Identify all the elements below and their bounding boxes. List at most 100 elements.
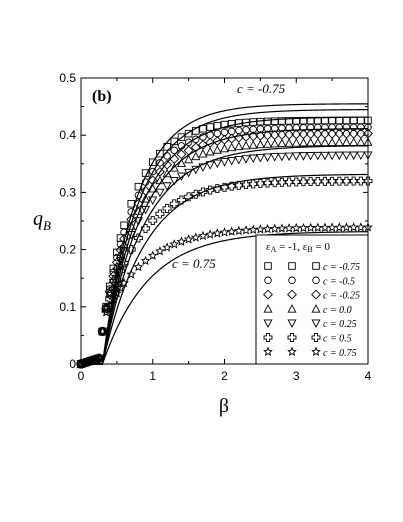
- data-point: [184, 168, 194, 178]
- data-point: [156, 159, 164, 167]
- data-point: [241, 140, 251, 150]
- data-point: [148, 183, 158, 193]
- data-point: [169, 199, 179, 209]
- data-point: [184, 138, 193, 146]
- data-point: [176, 158, 187, 168]
- data-point: [198, 230, 208, 241]
- data-point: [249, 125, 257, 134]
- data-point: [116, 234, 125, 242]
- data-point: [192, 127, 200, 135]
- data-point: [276, 223, 287, 233]
- legend-marker: [311, 333, 321, 342]
- data-point: [169, 176, 179, 186]
- data-point: [206, 131, 214, 139]
- data-point: [111, 257, 122, 268]
- data-point: [212, 184, 222, 194]
- data-point: [263, 117, 272, 126]
- data-point: [269, 223, 280, 233]
- data-point: [313, 151, 323, 161]
- data-point: [184, 129, 193, 138]
- data-point: [162, 168, 172, 178]
- data-point: [155, 175, 165, 185]
- data-point: [176, 195, 186, 205]
- data-point: [298, 177, 308, 187]
- data-point: [334, 151, 344, 161]
- data-point: [134, 182, 143, 191]
- y-tick-label: 0.5: [59, 71, 76, 85]
- data-point: [155, 246, 165, 256]
- data-point: [341, 137, 352, 146]
- data-point: [341, 222, 352, 232]
- data-point: [156, 149, 164, 158]
- data-point: [299, 123, 308, 132]
- data-point: [227, 156, 237, 166]
- data-point: [227, 127, 236, 136]
- legend-marker: [311, 319, 321, 328]
- data-point: [226, 226, 237, 236]
- data-point: [320, 151, 330, 161]
- data-point: [327, 222, 338, 232]
- data-point: [162, 242, 173, 252]
- data-point: [213, 121, 222, 130]
- data-point: [119, 239, 129, 248]
- data-point: [108, 284, 118, 294]
- data-point: [141, 224, 151, 233]
- data-point: [90, 354, 101, 364]
- data-point: [120, 221, 128, 230]
- legend-marker: [287, 289, 297, 300]
- data-point: [227, 181, 237, 191]
- data-point: [170, 146, 179, 155]
- data-point: [190, 232, 201, 242]
- data-point: [349, 151, 359, 161]
- legend-marker: [287, 304, 297, 313]
- data-point: [133, 233, 143, 243]
- data-point: [349, 123, 358, 132]
- data-point: [227, 119, 236, 128]
- data-point: [234, 180, 244, 190]
- data-point: [86, 355, 97, 365]
- data-point: [334, 176, 344, 186]
- data-point: [248, 224, 259, 235]
- data-point: [163, 152, 171, 160]
- legend-marker: [311, 289, 321, 300]
- data-point: [148, 216, 158, 225]
- data-point: [177, 142, 186, 150]
- data-point: [292, 124, 301, 132]
- data-point: [341, 151, 352, 161]
- data-point: [134, 191, 143, 200]
- data-point: [291, 138, 301, 147]
- x-axis-label: β: [219, 395, 229, 417]
- data-point: [219, 143, 230, 153]
- data-point: [205, 146, 215, 156]
- data-point: [162, 182, 172, 191]
- data-point: [320, 137, 330, 147]
- data-point: [270, 124, 279, 133]
- data-point: [306, 152, 316, 161]
- data-point: [94, 353, 104, 363]
- data-point: [198, 149, 208, 158]
- data-point: [101, 307, 112, 317]
- data-point: [133, 217, 143, 226]
- data-point: [314, 123, 322, 132]
- legend: εA = -1, εB = 0 c = -0.75c = -0.5c = -0.…: [255, 234, 369, 365]
- data-point: [263, 178, 272, 188]
- data-point: [327, 151, 337, 161]
- data-point: [126, 214, 137, 225]
- data-point: [270, 178, 280, 188]
- data-point: [284, 152, 294, 162]
- data-point: [212, 145, 222, 154]
- data-point: [313, 177, 323, 186]
- data-point: [277, 138, 287, 148]
- data-point: [349, 137, 359, 146]
- data-point: [205, 185, 215, 195]
- data-point: [169, 239, 180, 249]
- data-point: [205, 161, 215, 170]
- data-point: [313, 137, 323, 147]
- data-point: [291, 222, 302, 233]
- data-point: [263, 124, 272, 133]
- data-point: [328, 123, 336, 132]
- data-point: [298, 152, 308, 161]
- data-point: [342, 116, 351, 125]
- data-point: [306, 177, 316, 187]
- data-point: [363, 151, 373, 160]
